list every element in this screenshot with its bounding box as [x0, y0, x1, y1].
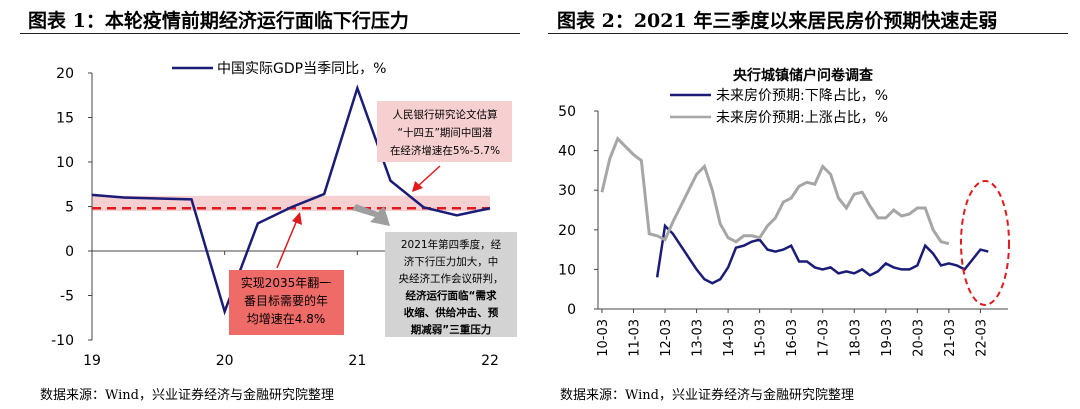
- x-tick-label: 19: [83, 353, 101, 369]
- legend-label: 未来房价预期:上涨占比，%: [716, 110, 888, 126]
- y-tick-label: -10: [51, 333, 74, 349]
- target-note-box: [229, 270, 344, 335]
- y-tick-label: 10: [558, 262, 576, 278]
- x-tick-label: 21-03: [943, 319, 958, 357]
- band-note-text: 人民银行研究论文估算: [393, 108, 498, 121]
- left-source-note: 数据来源：Wind，兴业证券经济与金融研究院整理: [40, 388, 334, 403]
- q4-note-box: [385, 232, 517, 337]
- legend-label: 未来房价预期:下降占比，%: [716, 88, 888, 104]
- y-tick-label: 15: [56, 111, 74, 127]
- x-tick-label: 10-03: [596, 319, 611, 357]
- band-note-text: “十四五”期间中国潜: [398, 126, 493, 139]
- x-tick-label: 19-03: [880, 319, 895, 357]
- target-note-text: 番目标需要的年: [244, 293, 328, 308]
- series-line-decline: [655, 223, 989, 285]
- left-gdp-chart: -10 -5 0 5 10 15 20 19 20 21 22 中国实际GDP当季同比，% 人民银行研究…: [51, 61, 517, 369]
- legend-label: 中国实际GDP当季同比，%: [217, 61, 386, 77]
- y-tick-label: 40: [558, 144, 576, 160]
- target-note-arrowhead: [292, 212, 302, 225]
- x-tick-label: 13-03: [691, 319, 706, 357]
- y-tick-label: 0: [65, 244, 74, 260]
- x-tick-label: 15-03: [754, 319, 769, 357]
- x-tick-label: 17-03: [817, 319, 832, 357]
- right-title-rule: [548, 33, 1068, 34]
- y-tick-label: 5: [65, 200, 74, 216]
- x-tick-label: 12-03: [659, 319, 674, 357]
- right-source-note: 数据来源：Wind，兴业证券经济与金融研究院整理: [560, 388, 854, 403]
- series-line-rise: [600, 136, 950, 246]
- q4-note-arrow: [352, 204, 390, 226]
- y-tick-label: 20: [558, 223, 576, 239]
- x-tick-label: 20-03: [911, 319, 926, 357]
- q4-note-text: 2021年第四季度，经: [401, 238, 502, 251]
- band-note-box: [377, 101, 512, 162]
- x-tick-label: 22-03: [974, 319, 989, 357]
- target-note-arrow: [276, 219, 298, 269]
- left-figure-title: 图表 1：本轮疫情前期经济运行面临下行压力: [28, 10, 409, 32]
- q4-note-text: 济下行压力加大，中: [404, 255, 499, 268]
- y-tick-label: 0: [567, 302, 576, 318]
- x-tick-label: 21: [348, 353, 366, 369]
- x-tick-label: 11-03: [627, 319, 642, 357]
- q4-note-text: 收缩、供给冲击、预: [404, 306, 499, 319]
- x-tick-label: 20: [216, 353, 234, 369]
- band-note-text: 在经济增速在5%-5.7%: [390, 144, 500, 157]
- x-tick-label: 18-03: [848, 319, 863, 357]
- band-note-arrow: [417, 165, 441, 187]
- y-tick-label: 50: [558, 104, 576, 120]
- x-tick-label: 16-03: [785, 319, 800, 357]
- chart-title: 央行城镇储户问卷调查: [733, 67, 874, 84]
- right-housing-chart: 央行城镇储户问卷调查 0 10 20 30 40 50 10-03 11-03 12-03 13-0…: [558, 67, 1010, 357]
- band-note-arrowhead: [412, 181, 423, 192]
- y-tick-label: 10: [56, 155, 74, 171]
- q4-note-text: 期减弱”三重压力: [411, 323, 491, 336]
- x-tick-label: 14-03: [722, 319, 737, 357]
- target-note-text: 均增速在4.8%: [247, 312, 326, 326]
- q4-note-text: 央经济工作会议研判，: [399, 272, 504, 285]
- y-tick-label: 30: [558, 183, 576, 199]
- q4-note-text: 经济运行面临“需求: [406, 289, 497, 302]
- x-tick-label: 22: [481, 353, 499, 369]
- gdp-series-line: [91, 84, 491, 316]
- y-tick-label: -5: [60, 289, 74, 305]
- target-note-text: 实现2035年翻一: [241, 275, 332, 290]
- left-title-rule: [20, 33, 520, 34]
- y-tick-label: 20: [56, 66, 74, 82]
- highlight-ellipse: [960, 180, 1010, 306]
- right-figure-title: 图表 2：2021 年三季度以来居民房价预期快速走弱: [557, 10, 998, 32]
